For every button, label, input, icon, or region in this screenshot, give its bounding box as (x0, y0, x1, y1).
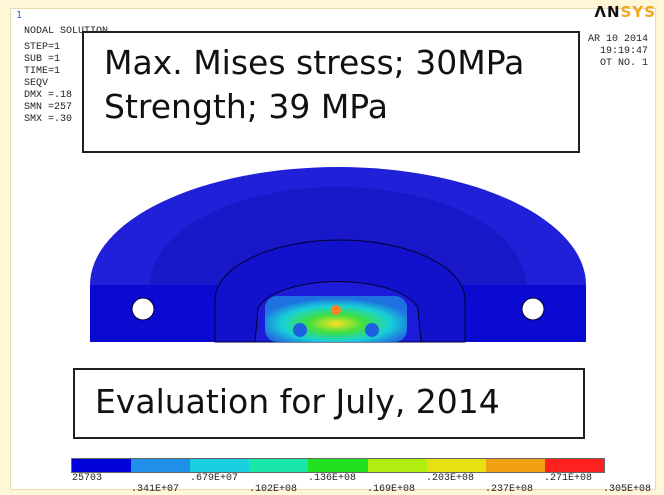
strength-line: Strength; 39 MPa (104, 87, 388, 126)
peak-stress-point (331, 305, 341, 315)
info-sub: SUB =1 (24, 54, 61, 65)
evaluation-note: Evaluation for July, 2014 (73, 368, 585, 439)
legend-swatch (485, 459, 545, 472)
info-smx: SMX =.30 (24, 114, 73, 125)
legend-label: .271E+08 (544, 473, 593, 484)
window-number: 1 (16, 10, 23, 21)
legend-swatch (426, 459, 486, 472)
legend-swatch (308, 459, 368, 472)
legend-label: .136E+08 (308, 473, 357, 484)
legend-label: .679E+07 (190, 473, 239, 484)
info-plot-no: OT NO. 1 (599, 58, 648, 69)
info-step: STEP=1 (24, 42, 61, 53)
stress-legend (71, 458, 605, 473)
hole-right-inner (365, 323, 379, 337)
info-clock: 19:19:47 (599, 46, 648, 57)
legend-label: 25703 (72, 473, 103, 484)
hole-left-inner (293, 323, 307, 337)
legend-swatch (131, 459, 191, 472)
max-stress-note: Max. Mises stress; 30MPa Strength; 39 MP… (82, 31, 580, 153)
legend-label: .102E+08 (249, 484, 298, 495)
info-date: AR 10 2014 (587, 34, 648, 45)
legend-label: .203E+08 (426, 473, 475, 484)
info-time: TIME=1 (24, 66, 61, 77)
legend-swatch (72, 459, 132, 472)
legend-swatch (190, 459, 250, 472)
info-seqv: SEQV (24, 78, 49, 89)
max-stress-line: Max. Mises stress; 30MPa (104, 43, 525, 82)
info-smn: SMN =257 (24, 102, 73, 113)
info-dmx: DMX =.18 (24, 90, 73, 101)
legend-swatch (249, 459, 309, 472)
legend-label: .169E+08 (367, 484, 416, 495)
legend-label: .341E+07 (131, 484, 180, 495)
legend-label: .305E+08 (603, 484, 652, 495)
legend-label: .237E+08 (485, 484, 534, 495)
bolt-hole-right (521, 297, 545, 321)
bolt-hole-left (131, 297, 155, 321)
info-title: NODAL SOLUTION (24, 26, 109, 37)
legend-swatch (544, 459, 604, 472)
hotspot-region (265, 296, 407, 342)
legend-swatch (367, 459, 427, 472)
ansys-logo: ΛNSYS (594, 3, 656, 21)
